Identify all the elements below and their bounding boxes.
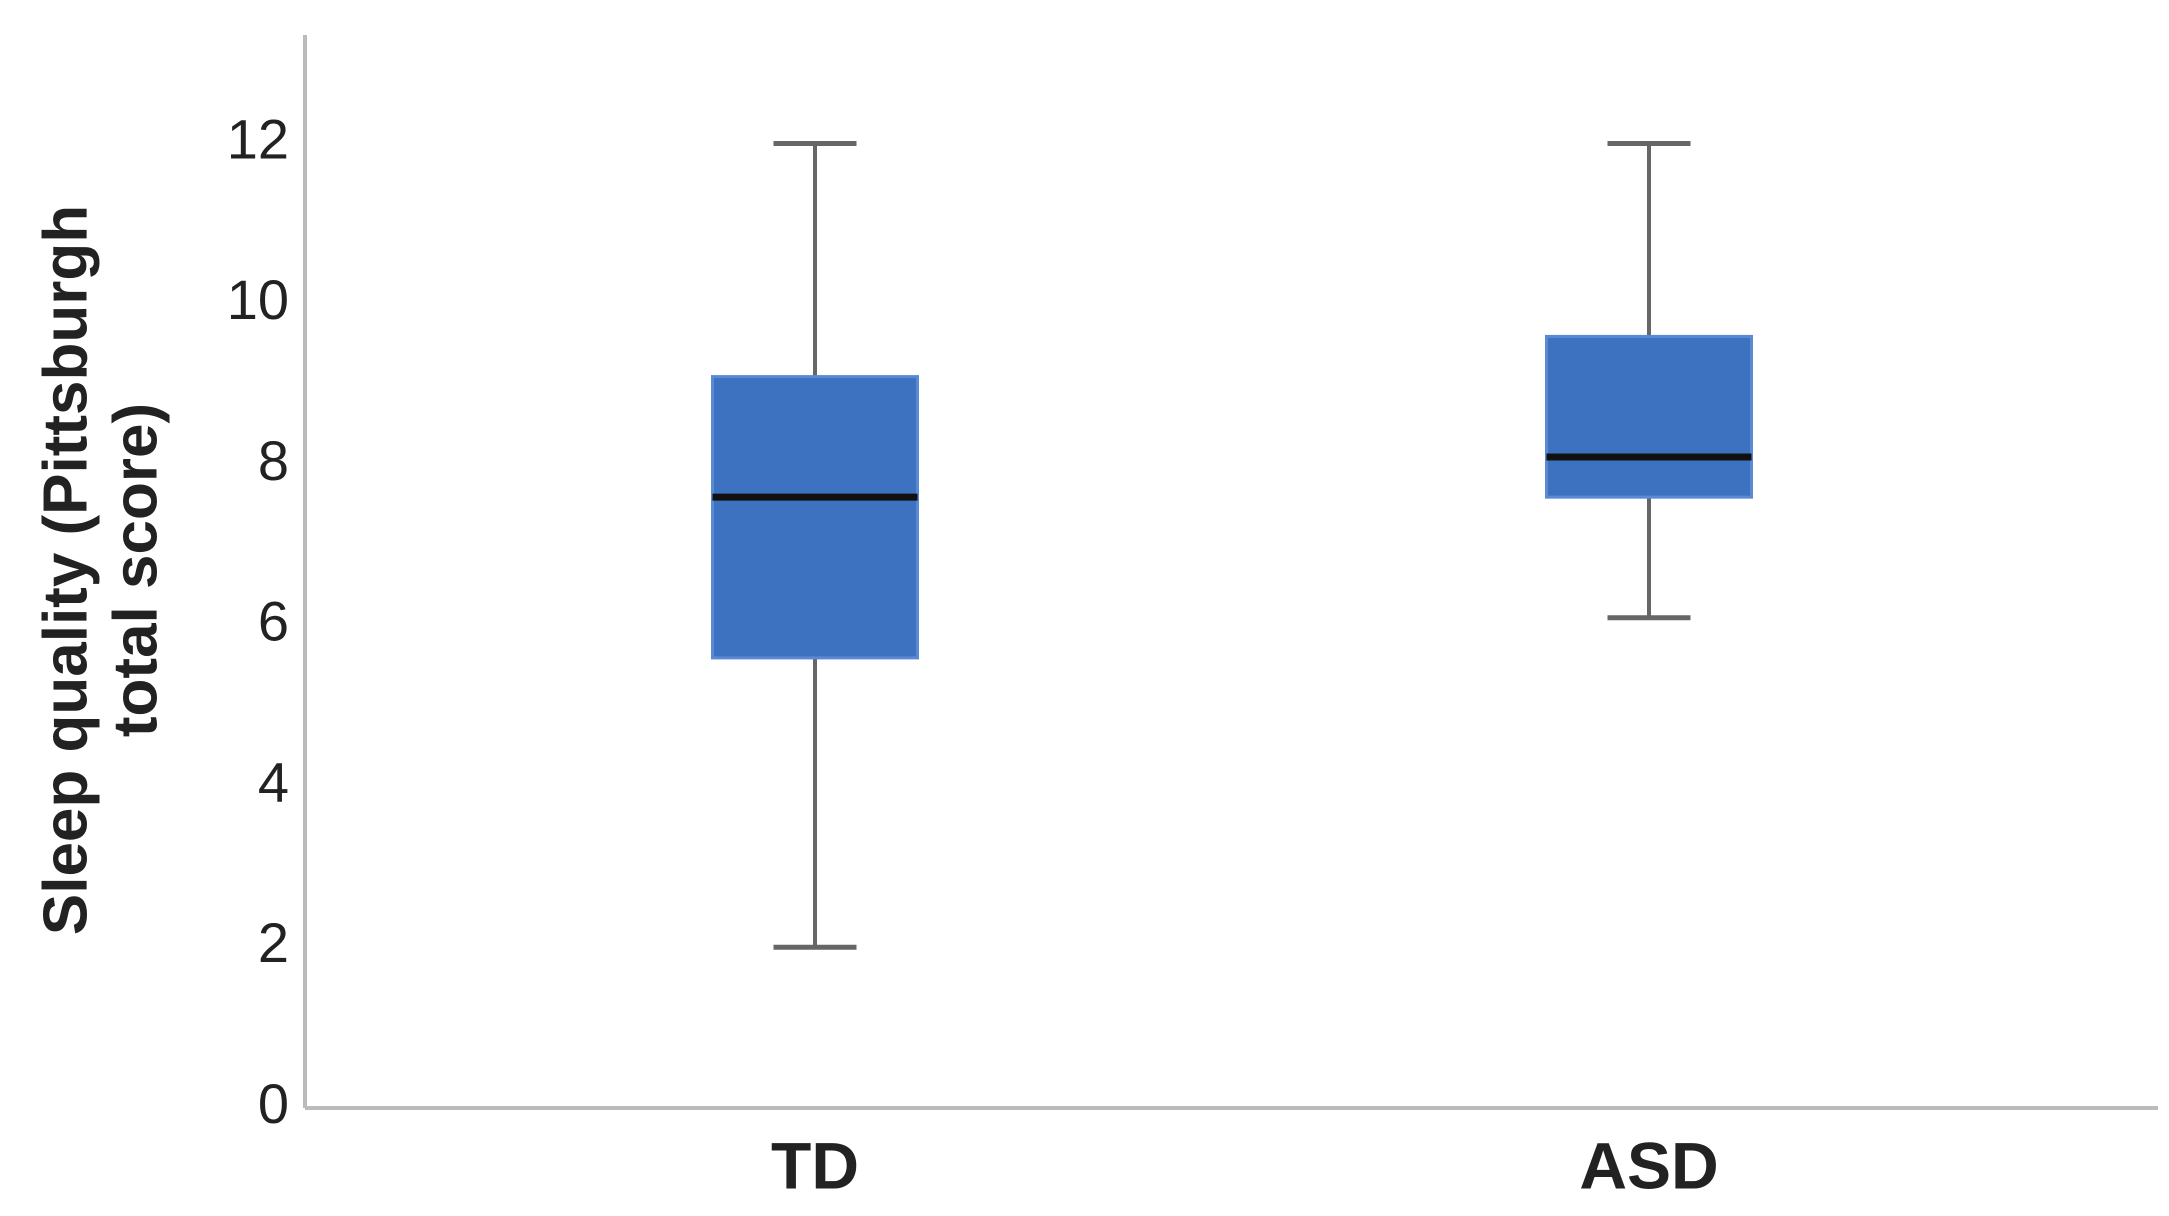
y-axis-label: total score) — [101, 403, 170, 737]
y-tick-label: 8 — [258, 429, 289, 492]
y-tick-label: 6 — [258, 590, 289, 653]
y-tick-label: 12 — [227, 107, 289, 170]
y-tick-label: 10 — [227, 268, 289, 331]
box — [711, 375, 919, 660]
y-tick-label: 4 — [258, 750, 289, 813]
box — [1545, 334, 1753, 499]
y-axis-label: Sleep quality (Pittsburgh — [31, 205, 100, 935]
y-tick-label: 0 — [258, 1072, 289, 1135]
x-tick-label: TD — [771, 1128, 859, 1202]
x-tick-label: ASD — [1579, 1128, 1718, 1202]
y-tick-label: 2 — [258, 911, 289, 974]
